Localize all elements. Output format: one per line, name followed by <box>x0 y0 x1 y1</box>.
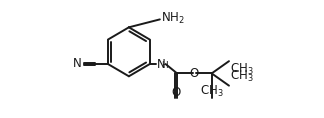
Text: O: O <box>171 86 180 99</box>
Text: H: H <box>161 61 168 70</box>
Text: CH$_3$: CH$_3$ <box>230 62 254 77</box>
Text: CH$_3$: CH$_3$ <box>200 84 224 99</box>
Text: N: N <box>73 57 81 70</box>
Text: CH$_3$: CH$_3$ <box>230 69 254 84</box>
Text: N: N <box>157 58 166 71</box>
Text: NH$_2$: NH$_2$ <box>161 11 185 26</box>
Text: O: O <box>190 67 199 80</box>
